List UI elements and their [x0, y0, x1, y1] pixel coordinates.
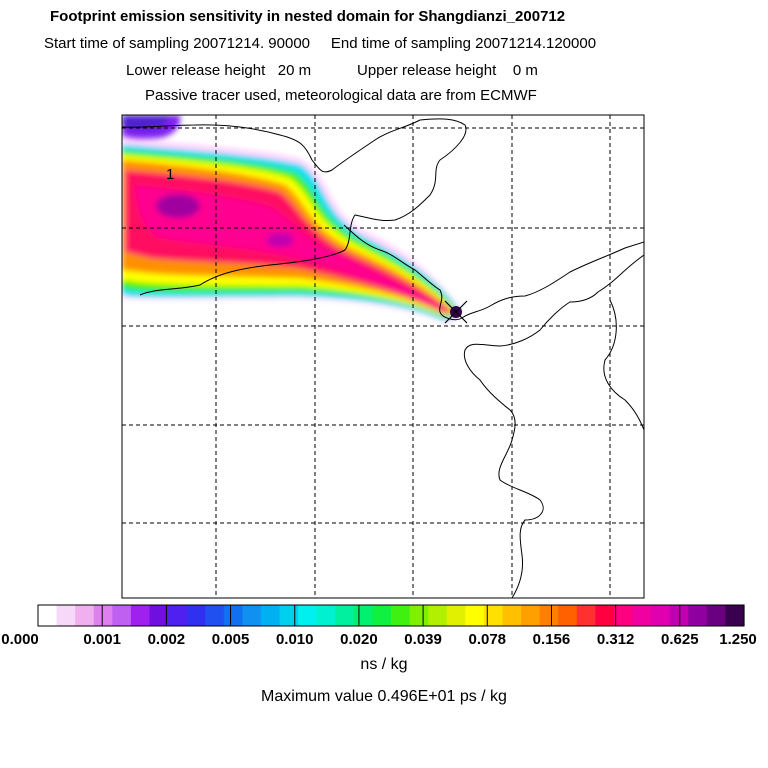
colorbar-tick-label: 0.001: [83, 631, 121, 648]
lower-release-value: 20 m: [277, 62, 312, 79]
colorbar-tick-label: 0.020: [340, 631, 378, 648]
release-heights: Lower release height 20 m Upper release …: [126, 62, 768, 79]
colorbar-tick-label: 0.625: [661, 631, 699, 648]
plume-field: [122, 115, 462, 323]
colorbar-tick-label: 0.078: [468, 631, 507, 648]
maximum-value: Maximum value 0.496E+01 ps / kg: [261, 688, 507, 705]
coastlines: [122, 118, 644, 598]
receptor-marker: [444, 300, 468, 324]
sampling-times: Start time of sampling 20071214. 90000 E…: [44, 35, 768, 52]
colorbar-tick-label: 0.010: [275, 631, 314, 648]
coast-north: [139, 118, 467, 296]
footprint-map: 1: [121, 114, 645, 599]
coast-gulf: [343, 224, 644, 321]
lower-release-label: Lower release height: [126, 62, 266, 79]
map-frame: [121, 114, 645, 599]
colorbar-tick-label: 0.312: [596, 631, 635, 648]
colorbar-tick-label: 0.039: [404, 631, 442, 648]
start-time: Start time of sampling 20071214. 90000: [44, 35, 311, 52]
colorbar-tick-label: 0.002: [147, 631, 186, 648]
coast-east: [463, 254, 644, 598]
border-line: [122, 119, 421, 173]
plume-core-west: [156, 194, 200, 218]
contour-label: 1: [166, 166, 174, 183]
colorbar-tick-label: 1.250: [719, 631, 757, 648]
plume-band-pink: [135, 185, 450, 313]
colorbar-tick-label: 0.156: [532, 631, 571, 648]
plot-title: Footprint emission sensitivity in nested…: [50, 8, 566, 25]
graticule: [122, 115, 644, 598]
end-time: End time of sampling 20071214.120000: [330, 35, 597, 52]
coast-peninsula: [603, 299, 644, 431]
plume-core-middle: [266, 233, 294, 247]
colorbar-tick-label: 0.000: [1, 631, 39, 648]
colorbar-tick-label: 0.005: [211, 631, 250, 648]
upper-release-value: 0 m: [512, 62, 538, 79]
tracer-note: Passive tracer used, meteorological data…: [145, 87, 537, 104]
upper-release-label: Upper release height: [356, 62, 497, 79]
colorbar-units: ns / kg: [360, 656, 408, 673]
